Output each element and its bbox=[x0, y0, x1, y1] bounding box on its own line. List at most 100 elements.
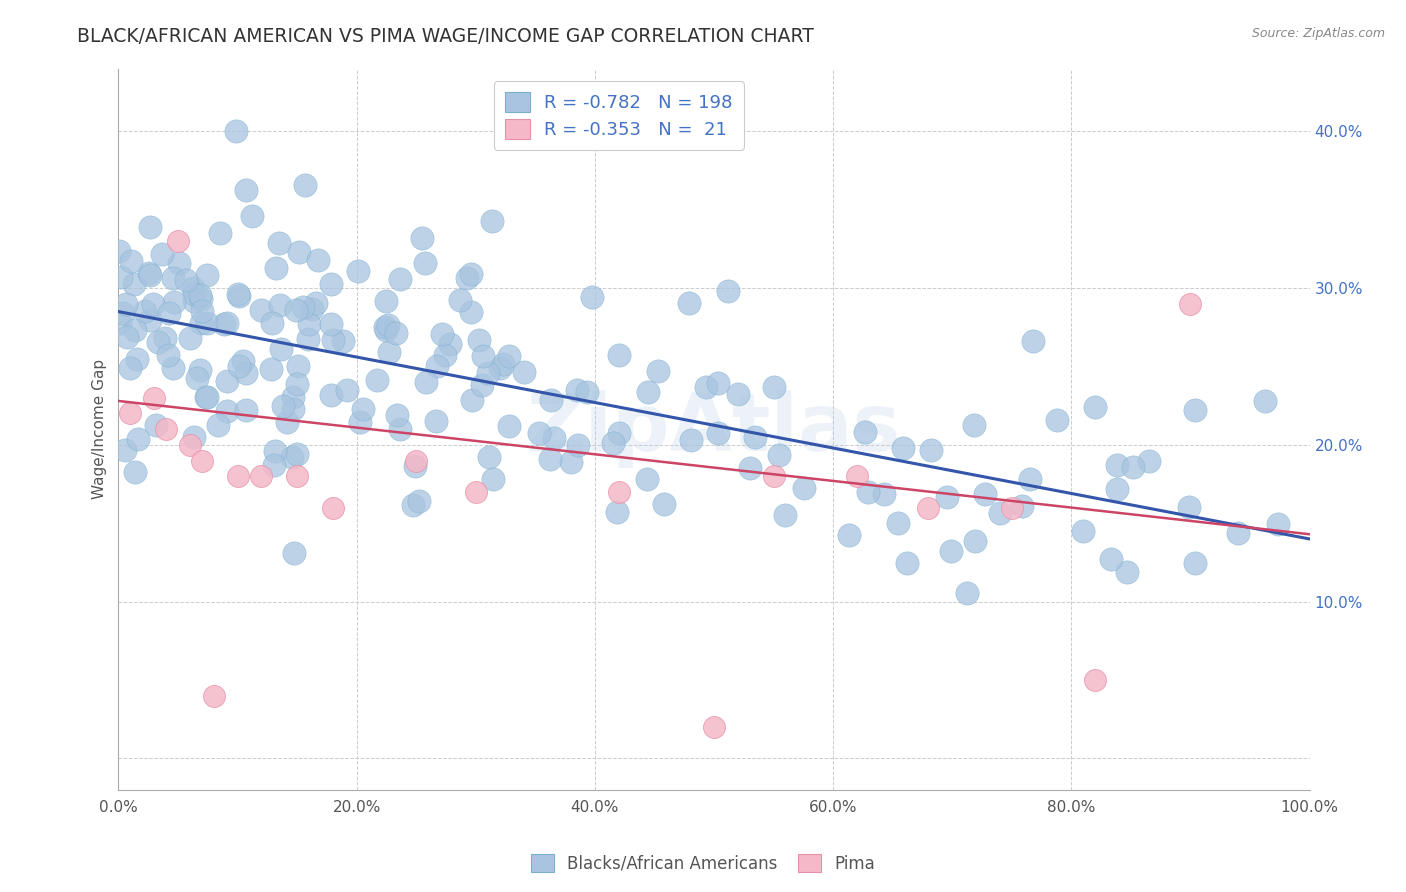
Point bbox=[301, 301, 323, 316]
Point bbox=[107, 244, 129, 258]
Point bbox=[717, 284, 740, 298]
Point bbox=[773, 508, 796, 523]
Point bbox=[565, 383, 588, 397]
Point bbox=[384, 326, 406, 340]
Point bbox=[215, 374, 238, 388]
Point bbox=[838, 528, 860, 542]
Point bbox=[250, 303, 273, 318]
Point bbox=[139, 313, 162, 327]
Point bbox=[174, 273, 197, 287]
Point bbox=[190, 292, 212, 306]
Point bbox=[936, 490, 959, 504]
Point bbox=[138, 219, 160, 234]
Text: ZipAtlas: ZipAtlas bbox=[527, 390, 901, 468]
Point bbox=[956, 585, 979, 599]
Point bbox=[183, 430, 205, 444]
Point bbox=[378, 345, 401, 359]
Point bbox=[845, 469, 868, 483]
Point bbox=[425, 414, 447, 428]
Point bbox=[297, 317, 319, 331]
Point bbox=[167, 234, 190, 248]
Point bbox=[191, 453, 214, 467]
Point bbox=[231, 353, 253, 368]
Point bbox=[110, 316, 132, 330]
Point bbox=[179, 331, 201, 345]
Point bbox=[226, 469, 249, 483]
Point bbox=[235, 183, 257, 197]
Point bbox=[179, 438, 201, 452]
Point bbox=[920, 442, 942, 457]
Point bbox=[385, 409, 408, 423]
Point bbox=[225, 124, 247, 138]
Point bbox=[1099, 551, 1122, 566]
Point bbox=[477, 366, 499, 380]
Point bbox=[988, 507, 1011, 521]
Legend: Blacks/African Americans, Pima: Blacks/African Americans, Pima bbox=[524, 847, 882, 880]
Point bbox=[1227, 526, 1250, 541]
Point bbox=[1267, 517, 1289, 532]
Point bbox=[263, 444, 285, 458]
Point bbox=[567, 437, 589, 451]
Point bbox=[513, 365, 536, 379]
Point bbox=[322, 333, 344, 347]
Point bbox=[481, 213, 503, 227]
Point bbox=[228, 359, 250, 374]
Point bbox=[681, 433, 703, 447]
Point bbox=[349, 415, 371, 429]
Point bbox=[145, 417, 167, 432]
Point bbox=[460, 305, 482, 319]
Point bbox=[471, 378, 494, 392]
Point bbox=[235, 366, 257, 380]
Point bbox=[260, 316, 283, 330]
Point bbox=[142, 297, 165, 311]
Point bbox=[1137, 453, 1160, 467]
Point bbox=[402, 498, 425, 512]
Point bbox=[1084, 673, 1107, 687]
Point bbox=[269, 298, 291, 312]
Point bbox=[263, 458, 285, 473]
Point bbox=[202, 689, 225, 703]
Point bbox=[377, 318, 399, 332]
Point bbox=[478, 450, 501, 465]
Point bbox=[162, 270, 184, 285]
Point bbox=[538, 452, 561, 467]
Point bbox=[297, 331, 319, 345]
Point bbox=[195, 390, 218, 404]
Point bbox=[267, 235, 290, 250]
Point bbox=[404, 458, 426, 473]
Point bbox=[527, 425, 550, 440]
Point bbox=[941, 544, 963, 558]
Point bbox=[652, 497, 675, 511]
Point bbox=[319, 317, 342, 331]
Point bbox=[1084, 400, 1107, 414]
Point bbox=[150, 246, 173, 260]
Point bbox=[122, 277, 145, 292]
Point bbox=[707, 376, 730, 391]
Point bbox=[212, 317, 235, 331]
Point bbox=[264, 260, 287, 275]
Point bbox=[468, 333, 491, 347]
Point bbox=[707, 426, 730, 441]
Point bbox=[607, 347, 630, 361]
Point bbox=[1254, 394, 1277, 409]
Point bbox=[115, 329, 138, 343]
Point bbox=[1001, 500, 1024, 515]
Point bbox=[322, 500, 344, 515]
Point bbox=[498, 419, 520, 434]
Point bbox=[186, 371, 208, 385]
Point bbox=[762, 469, 785, 483]
Point bbox=[1107, 458, 1129, 472]
Point bbox=[167, 256, 190, 270]
Point bbox=[439, 336, 461, 351]
Point bbox=[1180, 297, 1202, 311]
Point bbox=[575, 384, 598, 399]
Point bbox=[157, 306, 180, 320]
Point bbox=[181, 281, 204, 295]
Point bbox=[138, 266, 160, 280]
Point bbox=[134, 304, 156, 318]
Point bbox=[1107, 482, 1129, 496]
Point bbox=[581, 290, 603, 304]
Point bbox=[124, 465, 146, 479]
Point bbox=[120, 360, 142, 375]
Point bbox=[163, 295, 186, 310]
